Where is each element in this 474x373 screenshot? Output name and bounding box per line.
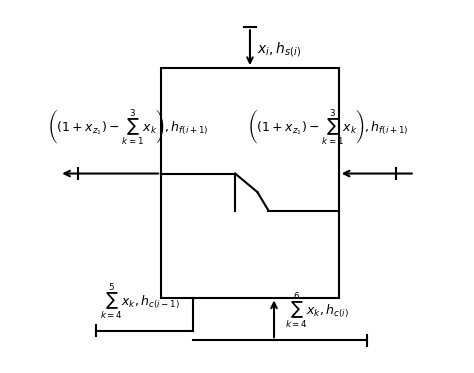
Text: $\sum_{k=4}^{5}x_k, h_{c(i-1)}$: $\sum_{k=4}^{5}x_k, h_{c(i-1)}$ [100, 281, 180, 322]
Text: $\sum_{k=4}^{6}x_k, h_{c(i)}$: $\sum_{k=4}^{6}x_k, h_{c(i)}$ [285, 291, 349, 331]
Text: $\left((1+x_{z_1})-\sum_{k=1}^{3}x_k\right), h_{f(i+1)}$: $\left((1+x_{z_1})-\sum_{k=1}^{3}x_k\rig… [48, 107, 209, 148]
Text: $\left((1+x_{z_1})-\sum_{k=1}^{3}x_k\right), h_{f(i+1)}$: $\left((1+x_{z_1})-\sum_{k=1}^{3}x_k\rig… [248, 107, 409, 148]
Text: $x_i, h_{s(i)}$: $x_i, h_{s(i)}$ [257, 40, 301, 59]
